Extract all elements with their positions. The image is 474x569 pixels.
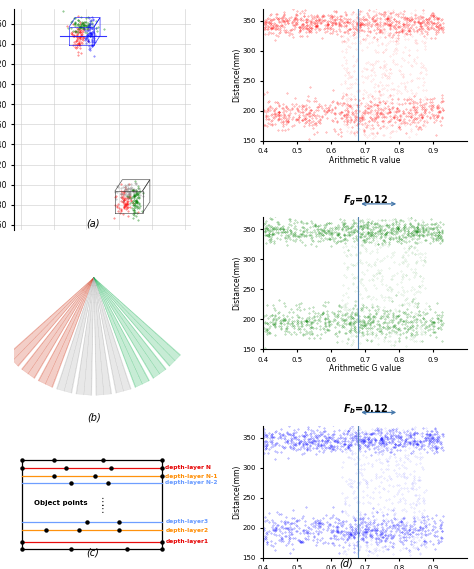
Title: $\bfit{F}_{g}$=0.12: $\bfit{F}_{g}$=0.12 — [343, 193, 388, 208]
Text: ⋮: ⋮ — [98, 497, 108, 506]
Y-axis label: Distance(mm): Distance(mm) — [232, 256, 241, 310]
Text: (c): (c) — [86, 547, 99, 558]
Polygon shape — [7, 278, 94, 366]
Text: depth-layer1: depth-layer1 — [165, 539, 209, 545]
Polygon shape — [94, 278, 150, 387]
Polygon shape — [94, 278, 181, 366]
Text: depth-layer N: depth-layer N — [165, 465, 211, 470]
Polygon shape — [76, 278, 94, 395]
Text: ⋮: ⋮ — [98, 504, 108, 514]
Polygon shape — [94, 278, 131, 393]
X-axis label: Arithmetic R value: Arithmetic R value — [329, 155, 401, 164]
Text: (b): (b) — [87, 413, 100, 423]
Y-axis label: Distance(mm): Distance(mm) — [232, 464, 241, 519]
Text: (a): (a) — [86, 218, 100, 228]
Text: Object points: Object points — [34, 500, 87, 506]
Y-axis label: Distance(mm): Distance(mm) — [232, 47, 241, 102]
Polygon shape — [56, 278, 94, 393]
Polygon shape — [21, 278, 94, 378]
Text: depth-layer2: depth-layer2 — [165, 527, 209, 533]
Text: (d): (d) — [339, 558, 353, 568]
X-axis label: Arithmetic G value: Arithmetic G value — [329, 364, 401, 373]
Polygon shape — [38, 278, 94, 387]
Text: depth-layer N-1: depth-layer N-1 — [165, 474, 218, 479]
Text: depth-layer N-2: depth-layer N-2 — [165, 480, 218, 485]
Title: $\bfit{F}_{b}$=0.12: $\bfit{F}_{b}$=0.12 — [343, 402, 388, 415]
Text: depth-layer3: depth-layer3 — [165, 519, 209, 524]
Polygon shape — [94, 278, 112, 395]
Polygon shape — [94, 278, 166, 378]
